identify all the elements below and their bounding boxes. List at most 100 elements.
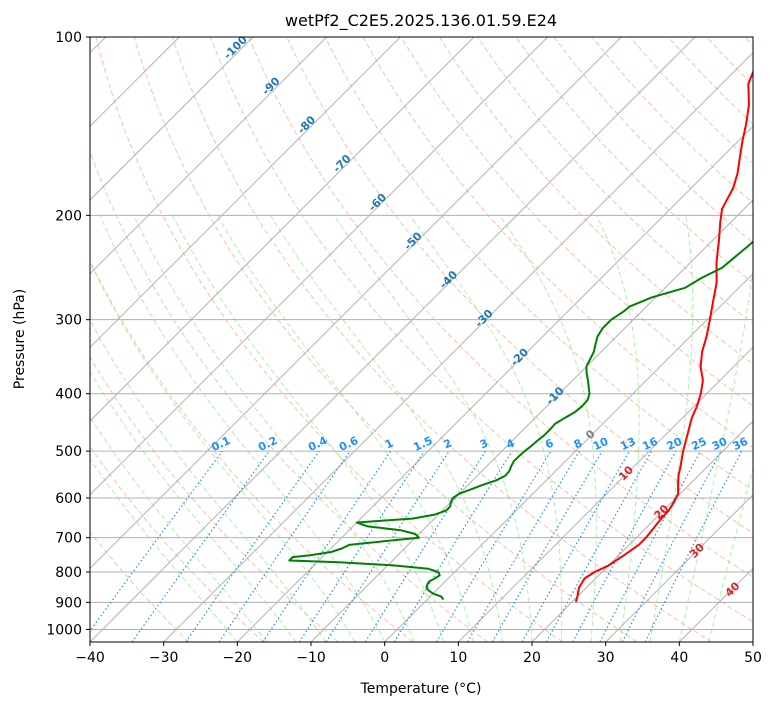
dry-adiabat-line <box>133 37 638 642</box>
mixing-ratio-line <box>572 450 677 642</box>
isotherm-line <box>90 37 622 570</box>
isotherm-label: -80 <box>295 113 318 136</box>
dry-adiabat-line <box>171 37 712 642</box>
mixing-ratio-label: 20 <box>665 435 685 453</box>
isotherm-label: 10 <box>616 463 636 483</box>
mixing-ratio-label: 4 <box>504 436 517 451</box>
x-axis-label: Temperature (°C) <box>360 681 482 697</box>
y-axis-ticks: 100 200 300 400 500 600 700 800 900 1000 <box>46 30 90 638</box>
dry-adiabat-line <box>744 37 753 47</box>
mixing-ratio-line <box>325 450 450 642</box>
mixing-ratio-lines <box>90 450 743 642</box>
dry-adiabat-line <box>286 37 753 534</box>
x-tick-label: 40 <box>670 650 688 666</box>
isotherm-line <box>90 37 401 349</box>
isotherm-line <box>236 125 753 642</box>
x-tick-label: 30 <box>597 650 615 666</box>
moist-adiabat-line <box>90 458 238 642</box>
x-tick-label: −10 <box>296 650 326 666</box>
y-tick-label: 1000 <box>46 622 82 638</box>
dry-adiabat-line <box>668 37 753 125</box>
mixing-ratio-line <box>131 450 270 642</box>
moist-adiabat-line <box>90 370 297 642</box>
y-tick-label: 500 <box>55 444 82 460</box>
mixing-ratio-label: 2 <box>442 436 454 451</box>
dry-adiabat-line <box>400 37 753 407</box>
y-tick-label: 600 <box>55 491 82 507</box>
moist-adiabat-line <box>90 260 356 642</box>
isotherm-line <box>90 37 549 496</box>
dewpoint-line <box>288 240 753 601</box>
dry-adiabat-line <box>95 37 563 642</box>
mixing-ratio-label: 16 <box>640 435 660 453</box>
mixing-ratio-line <box>599 450 702 642</box>
y-tick-label: 700 <box>55 531 82 547</box>
y-axis-label: Pressure (hPa) <box>12 289 28 389</box>
dry-adiabat-line <box>706 37 753 86</box>
y-tick-label: 800 <box>55 565 82 581</box>
dry-adiabat-line <box>477 37 753 325</box>
mixing-ratio-label: 36 <box>731 435 751 453</box>
moist-adiabat-line <box>270 215 503 642</box>
mixing-ratio-line <box>298 450 425 642</box>
mixing-ratio-labels: 0.1 0.2 0.4 0.6 1 1.5 2 3 4 6 8 10 13 16 20 25 30 36 <box>209 434 750 454</box>
x-axis-ticks: −40 −30 −20 −10 0 10 20 30 40 50 <box>75 642 762 666</box>
moist-adiabat-line <box>333 215 533 642</box>
moist-adiabat-line <box>133 215 415 642</box>
moist-adiabat-line <box>90 319 327 642</box>
pressure-gridlines <box>90 37 753 630</box>
dry-adiabats <box>90 37 753 642</box>
dry-adiabat-line <box>324 37 753 491</box>
isotherm-line <box>384 272 753 642</box>
x-tick-label: −20 <box>223 650 253 666</box>
moist-adiabat-line <box>90 416 268 642</box>
mixing-ratio-line <box>521 450 631 642</box>
isotherm-label: -10 <box>543 384 566 407</box>
mixing-ratio-label: 25 <box>689 435 708 453</box>
dry-adiabat-line <box>553 37 753 244</box>
isotherm-label: -60 <box>366 191 389 214</box>
isotherm-line <box>310 199 753 642</box>
sounding-series <box>288 69 753 603</box>
isotherm-line <box>90 37 254 201</box>
plot-frame <box>89 36 754 643</box>
mixing-ratio-line <box>393 450 513 642</box>
isotherm-line <box>752 641 753 642</box>
y-tick-label: 200 <box>55 208 82 224</box>
mixing-ratio-line <box>185 450 320 642</box>
isotherm-line <box>605 493 753 642</box>
moist-adiabat-line <box>678 265 753 642</box>
dry-adiabat-line <box>90 150 488 642</box>
dry-adiabat-line <box>362 37 753 449</box>
isotherm-label: -20 <box>508 345 531 368</box>
x-tick-label: −30 <box>149 650 179 666</box>
isotherm-line <box>90 37 328 275</box>
chart-title: wetPf2_C2E5.2025.136.01.59.E24 <box>285 11 557 31</box>
mixing-ratio-line <box>491 450 603 642</box>
x-tick-label: −40 <box>75 650 105 666</box>
isotherm-line <box>457 346 753 642</box>
mixing-ratio-label: 1 <box>383 436 395 451</box>
isotherm-label: 40 <box>723 579 743 599</box>
moist-adiabat-line <box>649 215 694 642</box>
mixing-ratio-label: 13 <box>618 435 637 453</box>
mixing-ratio-label: 30 <box>710 435 730 453</box>
moist-adiabat-line <box>99 215 386 642</box>
moist-adiabat-line <box>172 215 445 642</box>
y-tick-label: 300 <box>55 313 82 329</box>
dry-adiabat-line <box>90 355 339 642</box>
moist-adiabats <box>90 215 753 642</box>
isotherm-line <box>531 420 753 642</box>
dry-adiabat-line <box>515 37 753 284</box>
x-tick-label: 0 <box>380 650 389 666</box>
mixing-ratio-label: 6 <box>543 436 556 451</box>
dry-adiabat-line <box>438 37 753 365</box>
isotherm-line <box>163 51 753 642</box>
x-tick-label: 20 <box>523 650 541 666</box>
mixing-ratio-line <box>90 450 223 632</box>
y-tick-label: 100 <box>55 30 82 46</box>
plot-area: -100-90-80-70-60-50-40-30-20-10010203040… <box>90 37 753 642</box>
isotherm-line <box>90 37 696 642</box>
dry-adiabat-line <box>591 37 753 204</box>
